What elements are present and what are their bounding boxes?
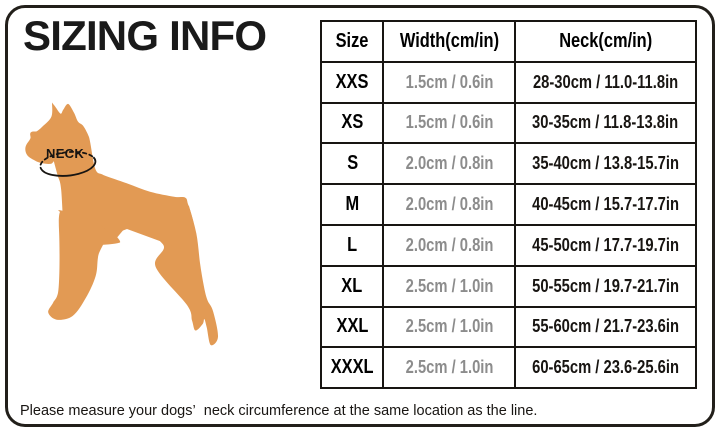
svg-text:NECK: NECK xyxy=(46,146,84,161)
